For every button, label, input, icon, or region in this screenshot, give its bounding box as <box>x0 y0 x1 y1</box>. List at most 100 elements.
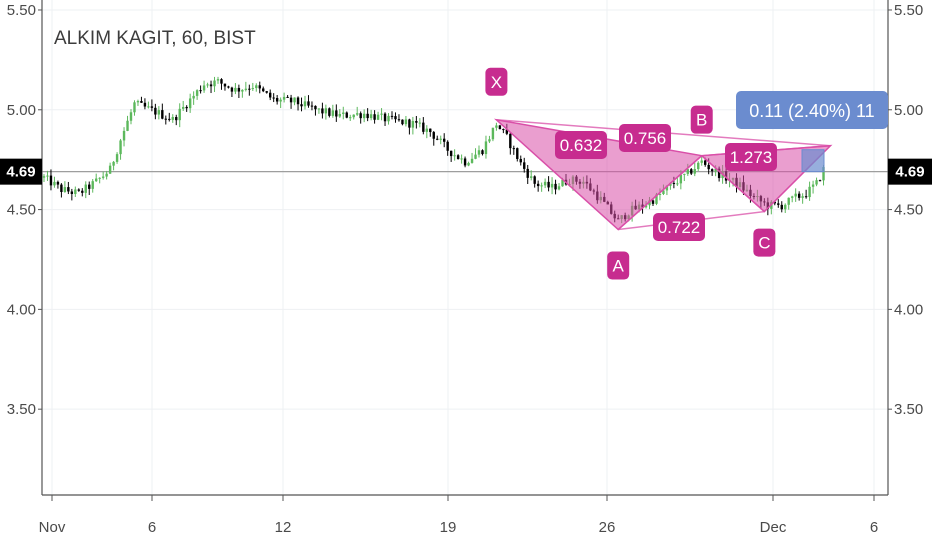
candle-body <box>804 196 808 198</box>
candle-body <box>415 121 418 123</box>
candle-body <box>338 113 341 117</box>
candle-body <box>550 183 554 188</box>
candle-body <box>60 184 63 193</box>
candle-body <box>157 110 161 115</box>
candle-body <box>791 196 794 198</box>
candle-body <box>456 155 460 160</box>
x-tick-label: 19 <box>440 519 457 536</box>
candle-body <box>356 113 359 115</box>
candle-body <box>70 191 74 194</box>
candle-body <box>136 101 140 103</box>
pattern-line-bc <box>701 155 765 213</box>
candle-body <box>773 201 776 204</box>
candle-body <box>88 184 91 189</box>
candle-body <box>704 160 707 165</box>
candle-body <box>655 194 658 204</box>
candle-body <box>126 120 129 131</box>
candle-body <box>147 106 150 108</box>
candle-body <box>540 185 543 187</box>
point-label-a-bg <box>607 251 630 280</box>
y-axis-right: 5.50 5.00 4.50 4.00 3.50 <box>888 2 923 418</box>
candle-body <box>467 162 470 166</box>
candle-body <box>502 129 505 131</box>
candle-body <box>359 113 362 119</box>
candle-body <box>443 138 446 142</box>
candle-body <box>296 97 300 105</box>
candle-body <box>216 79 220 81</box>
candle-body <box>714 168 717 172</box>
candle-body <box>49 175 53 186</box>
candle-body <box>446 141 449 151</box>
candle-body <box>42 176 46 178</box>
point-label-c-text: C <box>758 234 770 253</box>
candle-body <box>168 118 171 120</box>
point-label-c: C <box>753 228 776 257</box>
x-tick-label: 6 <box>870 519 878 536</box>
candle-body <box>84 184 87 193</box>
candle-body <box>53 181 56 186</box>
candle-body <box>481 150 484 155</box>
candle-body <box>526 168 529 178</box>
candle-body <box>547 181 550 188</box>
candle-body <box>533 176 536 184</box>
candle-body <box>77 189 80 191</box>
current-price-badge-right <box>888 158 932 185</box>
candle-body <box>429 128 432 133</box>
candle-body <box>227 86 230 88</box>
candle-body <box>700 160 703 163</box>
candle-body <box>161 110 164 119</box>
measure-tool: 0.11 (2.40%) 11 <box>736 91 888 173</box>
candle-body <box>554 183 557 190</box>
x-tick-label: Dec <box>760 519 787 536</box>
candle-body <box>345 112 348 118</box>
candle-body <box>303 101 307 107</box>
point-label-a-text: A <box>613 257 625 276</box>
candle-body <box>258 85 261 89</box>
candle-body <box>658 194 662 196</box>
candle-body <box>251 88 254 90</box>
candle-body <box>394 116 397 120</box>
candle-body <box>505 129 509 134</box>
candle-body <box>115 154 119 162</box>
candle-body <box>676 183 679 185</box>
candle-body <box>182 106 185 109</box>
measure-label-bg <box>736 91 888 129</box>
candle-body <box>175 117 178 121</box>
measure-range-box <box>801 149 825 173</box>
candle-body <box>342 112 345 114</box>
current-price-label-left: 4.69 <box>6 164 35 181</box>
ratio-label-ac-text: 0.722 <box>658 218 701 237</box>
candle-body <box>74 189 77 194</box>
candle-body <box>418 122 422 124</box>
ratio-label-xb: 0.756 <box>619 124 671 152</box>
candle-body <box>220 79 223 84</box>
candle-body <box>815 180 818 185</box>
candle-body <box>777 203 780 205</box>
ratio-label-bcd-text: 1.273 <box>730 148 773 167</box>
candle-body <box>672 183 676 185</box>
x-tick-label: 26 <box>599 519 616 536</box>
candle-body <box>46 175 49 177</box>
candle-body <box>63 187 67 193</box>
candle-body <box>234 87 237 92</box>
candle-body <box>286 96 289 98</box>
candle-body <box>282 96 286 100</box>
candle-body <box>808 186 811 198</box>
x-axis: Nov 6 12 19 26 Dec 6 <box>39 495 878 536</box>
candle-body <box>81 190 84 193</box>
candle-body <box>119 140 122 155</box>
candle-body <box>679 174 683 184</box>
candle-body <box>376 114 380 120</box>
candle-body <box>717 168 721 179</box>
candle-body <box>801 196 804 198</box>
y-tick-label-left: 4.50 <box>7 202 36 219</box>
candle-body <box>439 138 442 140</box>
ratio-label-xb-text: 0.756 <box>624 129 667 148</box>
candle-body <box>780 204 783 210</box>
candle-body <box>644 205 648 208</box>
candle-body <box>279 99 282 102</box>
candle-body <box>133 102 136 113</box>
y-tick-label-right: 4.50 <box>894 202 923 219</box>
point-label-a: A <box>607 251 630 280</box>
candle-body <box>199 90 202 92</box>
